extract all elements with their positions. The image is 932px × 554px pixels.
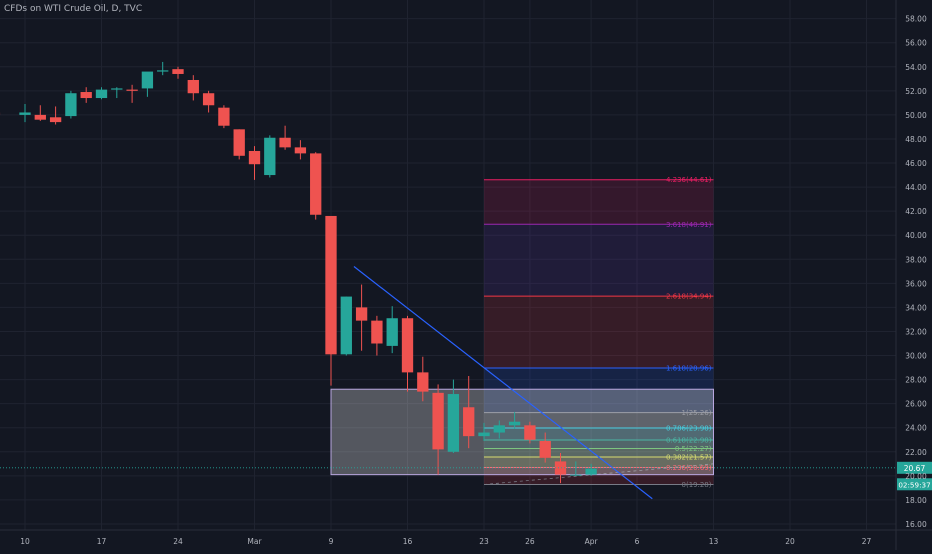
fib-level-label: 1.618(28.96) <box>666 365 712 373</box>
candle-body[interactable] <box>371 321 382 344</box>
fib-band <box>484 296 714 368</box>
candle-body[interactable] <box>249 151 260 164</box>
countdown-label: 02:59:37 <box>898 480 930 489</box>
y-tick-label: 24.00 <box>905 424 927 433</box>
candle-body[interactable] <box>509 422 520 426</box>
candle-body[interactable] <box>356 307 367 320</box>
x-tick-label: Mar <box>247 537 262 546</box>
candle-body[interactable] <box>279 138 290 148</box>
y-tick-label: 54.00 <box>905 63 927 72</box>
candle-body[interactable] <box>203 93 214 105</box>
x-tick-label: 26 <box>525 537 535 546</box>
y-tick-label: 42.00 <box>905 207 927 216</box>
y-tick-label: 26.00 <box>905 400 927 409</box>
support-zone[interactable] <box>331 389 714 474</box>
x-tick-label: 20 <box>785 537 795 546</box>
candle-body[interactable] <box>172 69 183 74</box>
y-tick-label: 38.00 <box>905 255 927 264</box>
x-tick-label: 16 <box>403 537 413 546</box>
candle-body[interactable] <box>478 433 489 437</box>
y-tick-label: 52.00 <box>905 87 927 96</box>
candle-body[interactable] <box>264 138 275 175</box>
candle-body[interactable] <box>448 394 459 452</box>
candle-body[interactable] <box>494 425 505 432</box>
x-tick-label: 23 <box>479 537 489 546</box>
y-tick-label: 46.00 <box>905 159 927 168</box>
x-tick-label: 6 <box>635 537 640 546</box>
y-tick-label: 18.00 <box>905 496 927 505</box>
fib-band <box>484 180 714 225</box>
y-tick-label: 36.00 <box>905 279 927 288</box>
candle-body[interactable] <box>142 72 153 89</box>
y-tick-label: 30.00 <box>905 352 927 361</box>
x-tick-label: Apr <box>585 537 599 546</box>
fib-level-label: 0(19.28) <box>682 481 712 489</box>
y-tick-label: 40.00 <box>905 231 927 240</box>
y-tick-label: 58.00 <box>905 15 927 24</box>
candle-body[interactable] <box>19 112 30 114</box>
candle-body[interactable] <box>310 153 321 214</box>
candle-body[interactable] <box>341 297 352 355</box>
candle-body[interactable] <box>325 216 336 354</box>
candle-body[interactable] <box>188 80 199 93</box>
y-tick-label: 48.00 <box>905 135 927 144</box>
candle-body[interactable] <box>570 475 581 476</box>
y-tick-label: 44.00 <box>905 183 927 192</box>
candle-body[interactable] <box>540 441 551 458</box>
candle-body[interactable] <box>111 88 122 89</box>
x-tick-label: 24 <box>173 537 183 546</box>
candle-body[interactable] <box>50 117 61 122</box>
y-tick-label: 22.00 <box>905 448 927 457</box>
candle-body[interactable] <box>524 425 535 439</box>
candle-body[interactable] <box>387 318 398 346</box>
y-tick-label: 56.00 <box>905 39 927 48</box>
candle-body[interactable] <box>585 469 596 475</box>
candle-body[interactable] <box>417 372 428 391</box>
support-zone-box[interactable] <box>331 389 714 474</box>
candle-body[interactable] <box>402 318 413 372</box>
candle-body[interactable] <box>234 129 245 155</box>
candle-body[interactable] <box>96 90 107 98</box>
y-tick-label: 20.00 <box>905 472 927 481</box>
x-tick-label: 13 <box>709 537 719 546</box>
fib-band <box>484 224 714 296</box>
candle-body[interactable] <box>126 90 137 91</box>
candle-body[interactable] <box>295 147 306 153</box>
fib-level-label: 2.618(34.94) <box>666 293 712 301</box>
candle-body[interactable] <box>463 407 474 436</box>
x-tick-label: 9 <box>329 537 334 546</box>
chart-title: CFDs on WTI Crude Oil, D, TVC <box>4 4 142 14</box>
y-tick-label: 28.00 <box>905 376 927 385</box>
y-tick-label: 50.00 <box>905 111 927 120</box>
x-tick-label: 17 <box>97 537 107 546</box>
fib-level-label: 4.236(44.61) <box>666 176 712 184</box>
candle-body[interactable] <box>432 393 443 450</box>
y-tick-label: 32.00 <box>905 327 927 336</box>
candle-body[interactable] <box>65 93 76 116</box>
y-tick-label: 16.00 <box>905 520 927 529</box>
y-tick-label: 34.00 <box>905 303 927 312</box>
candle-body[interactable] <box>218 108 229 126</box>
x-tick-label: 27 <box>862 537 872 546</box>
candle-body[interactable] <box>157 70 168 71</box>
x-tick-label: 10 <box>20 537 30 546</box>
fib-level-label: 3.618(40.91) <box>666 221 712 229</box>
candle-body[interactable] <box>81 92 92 98</box>
candle-body[interactable] <box>35 115 46 120</box>
